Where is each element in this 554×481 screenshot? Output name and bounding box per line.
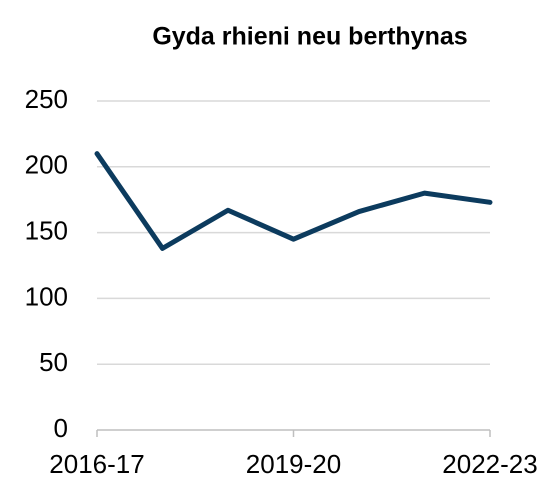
x-tick-label: 2019-20: [246, 449, 341, 479]
chart-title: Gyda rhieni neu berthynas: [152, 23, 467, 51]
x-tick-label: 2022-23: [442, 449, 537, 479]
data-line: [94, 151, 493, 251]
y-tick-label: 0: [54, 413, 68, 443]
y-tick-label: 50: [39, 347, 68, 377]
y-tick-label: 150: [25, 215, 68, 245]
y-tick-label: 200: [25, 150, 68, 180]
y-tick-label: 100: [25, 281, 68, 311]
y-tick-label: 250: [25, 84, 68, 114]
x-tick-label: 2016-17: [49, 449, 144, 479]
